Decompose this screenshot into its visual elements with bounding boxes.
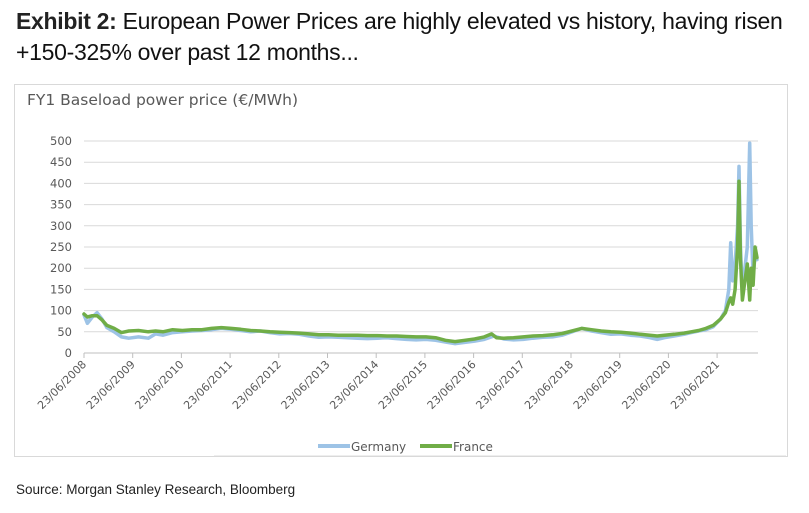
x-tick-label: 23/06/2020	[619, 358, 673, 412]
y-tick-label: 300	[50, 219, 72, 233]
y-tick-label: 350	[50, 198, 72, 212]
x-axis: 23/06/200823/06/200923/06/201023/06/2011…	[35, 352, 758, 412]
y-tick-label: 400	[50, 176, 72, 190]
x-tick-label: 23/06/2016	[425, 358, 479, 412]
source-note: Source: Morgan Stanley Research, Bloombe…	[16, 482, 296, 497]
x-tick-label: 23/06/2021	[668, 358, 722, 412]
exhibit-heading: European Power Prices are highly elevate…	[16, 8, 783, 65]
y-tick-label: 450	[50, 155, 72, 169]
exhibit-title: Exhibit 2: European Power Prices are hig…	[16, 6, 806, 68]
x-tick-label: 23/06/2012	[230, 358, 284, 412]
legend-label-france: France	[453, 440, 493, 454]
x-tick-label: 23/06/2014	[327, 358, 381, 412]
legend: Germany France	[318, 440, 493, 454]
y-tick-label: 200	[50, 261, 72, 275]
series-line-germany	[82, 141, 759, 346]
x-tick-label: 23/06/2017	[473, 358, 527, 412]
x-tick-label: 23/06/2011	[181, 358, 235, 412]
x-tick-label: 23/06/2009	[84, 358, 138, 412]
y-tick-label: 0	[65, 346, 72, 360]
series-lines	[82, 141, 759, 346]
gridlines	[84, 140, 758, 354]
y-tick-label: 500	[50, 134, 72, 148]
x-tick-label: 23/06/2013	[279, 358, 333, 412]
series-line-france	[82, 179, 759, 344]
x-tick-label: 23/06/2008	[35, 358, 89, 412]
chart-title: FY1 Baseload power price (€/MWh)	[27, 91, 299, 109]
y-tick-label: 100	[50, 304, 72, 318]
y-axis-ticks: 0 50 100 150 200 250 300 350 400 450 500	[50, 134, 72, 360]
x-tick-label: 23/06/2019	[571, 358, 625, 412]
chart-frame-shadow	[214, 455, 786, 468]
y-tick-label: 250	[50, 240, 72, 254]
x-tick-label: 23/06/2018	[522, 358, 576, 412]
legend-label-germany: Germany	[351, 440, 406, 454]
chart-frame	[14, 84, 788, 457]
x-tick-label: 23/06/2010	[132, 358, 186, 412]
y-tick-label: 150	[50, 282, 72, 296]
y-tick-label: 50	[57, 325, 72, 339]
exhibit-label: Exhibit 2:	[16, 8, 117, 34]
x-tick-label: 23/06/2015	[376, 358, 430, 412]
